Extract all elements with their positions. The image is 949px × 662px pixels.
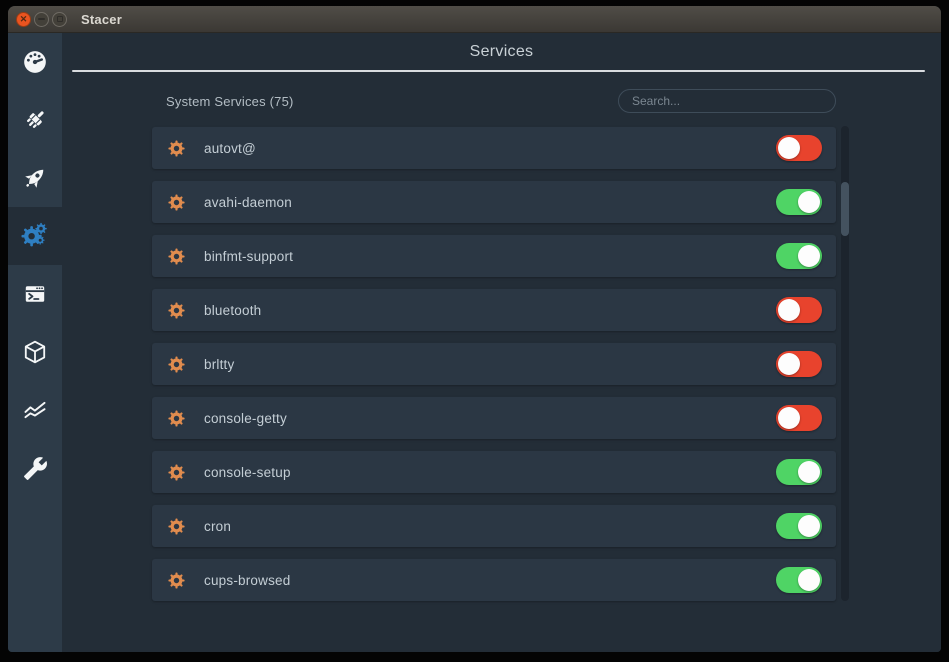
service-toggle[interactable] <box>776 567 822 593</box>
service-row: cron <box>152 505 836 547</box>
rocket-icon <box>22 165 48 191</box>
service-gear-icon <box>166 516 187 537</box>
sidebar-item-processes[interactable] <box>8 265 62 323</box>
toggle-knob <box>798 461 820 483</box>
service-gear-icon <box>166 354 187 375</box>
service-name: console-setup <box>204 464 291 480</box>
service-row: console-setup <box>152 451 836 493</box>
toggle-knob <box>798 191 820 213</box>
services-page: Services System Services (75) autovt@ av… <box>62 33 941 652</box>
service-toggle[interactable] <box>776 297 822 323</box>
window-title: Stacer <box>81 11 122 27</box>
wrench-icon <box>23 456 48 481</box>
system-services-count-label: System Services (75) <box>166 93 294 109</box>
service-name: avahi-daemon <box>204 194 292 210</box>
toggle-knob <box>778 137 800 159</box>
service-name: autovt@ <box>204 140 256 156</box>
close-button[interactable]: ✕ <box>16 11 31 27</box>
toggle-knob <box>778 407 800 429</box>
service-row: binfmt-support <box>152 235 836 277</box>
service-row: brltty <box>152 343 836 385</box>
service-row: console-getty <box>152 397 836 439</box>
service-name: console-getty <box>204 410 287 426</box>
toggle-knob <box>798 515 820 537</box>
chart-icon <box>22 397 48 423</box>
service-row: bluetooth <box>152 289 836 331</box>
service-gear-icon <box>166 192 187 213</box>
brush-icon <box>22 107 48 133</box>
gears-icon <box>21 222 49 250</box>
title-underline <box>72 70 925 72</box>
scrollbar-track[interactable] <box>841 126 849 601</box>
service-gear-icon <box>166 138 187 159</box>
scrollbar-thumb[interactable] <box>841 182 849 236</box>
service-name: cron <box>204 518 232 534</box>
service-toggle[interactable] <box>776 243 822 269</box>
toggle-knob <box>798 245 820 267</box>
maximize-button[interactable] <box>52 11 67 27</box>
sidebar-item-settings[interactable] <box>8 439 62 497</box>
service-name: brltty <box>204 356 235 372</box>
service-name: cups-browsed <box>204 572 291 588</box>
stacer-window: ✕ Stacer <box>8 6 941 652</box>
terminal-icon <box>22 281 48 307</box>
service-row: autovt@ <box>152 127 836 169</box>
gauge-icon <box>22 49 48 75</box>
titlebar: ✕ Stacer <box>8 6 941 33</box>
service-gear-icon <box>166 300 187 321</box>
service-toggle[interactable] <box>776 135 822 161</box>
service-toggle[interactable] <box>776 459 822 485</box>
service-list: autovt@ avahi-daemon binfmt-support <box>152 127 836 601</box>
service-toggle[interactable] <box>776 513 822 539</box>
sidebar-item-uninstaller[interactable] <box>8 323 62 381</box>
sidebar-item-cleaner[interactable] <box>8 91 62 149</box>
sidebar-item-resources[interactable] <box>8 381 62 439</box>
service-gear-icon <box>166 246 187 267</box>
service-gear-icon <box>166 462 187 483</box>
service-gear-icon <box>166 408 187 429</box>
sidebar-item-dashboard[interactable] <box>8 33 62 91</box>
package-icon <box>22 339 48 365</box>
services-toolbar: System Services (75) <box>152 88 836 114</box>
service-name: binfmt-support <box>204 248 294 264</box>
sidebar <box>8 33 62 652</box>
page-title: Services <box>469 43 534 60</box>
sidebar-item-startup-apps[interactable] <box>8 149 62 207</box>
sidebar-item-services[interactable] <box>8 207 62 265</box>
toggle-knob <box>778 353 800 375</box>
service-gear-icon <box>166 570 187 591</box>
service-name: bluetooth <box>204 302 262 318</box>
search-input[interactable] <box>618 89 836 113</box>
service-toggle[interactable] <box>776 189 822 215</box>
service-toggle[interactable] <box>776 351 822 377</box>
toggle-knob <box>778 299 800 321</box>
service-row: avahi-daemon <box>152 181 836 223</box>
toggle-knob <box>798 569 820 591</box>
minimize-button[interactable] <box>34 11 49 27</box>
service-row: cups-browsed <box>152 559 836 601</box>
service-toggle[interactable] <box>776 405 822 431</box>
